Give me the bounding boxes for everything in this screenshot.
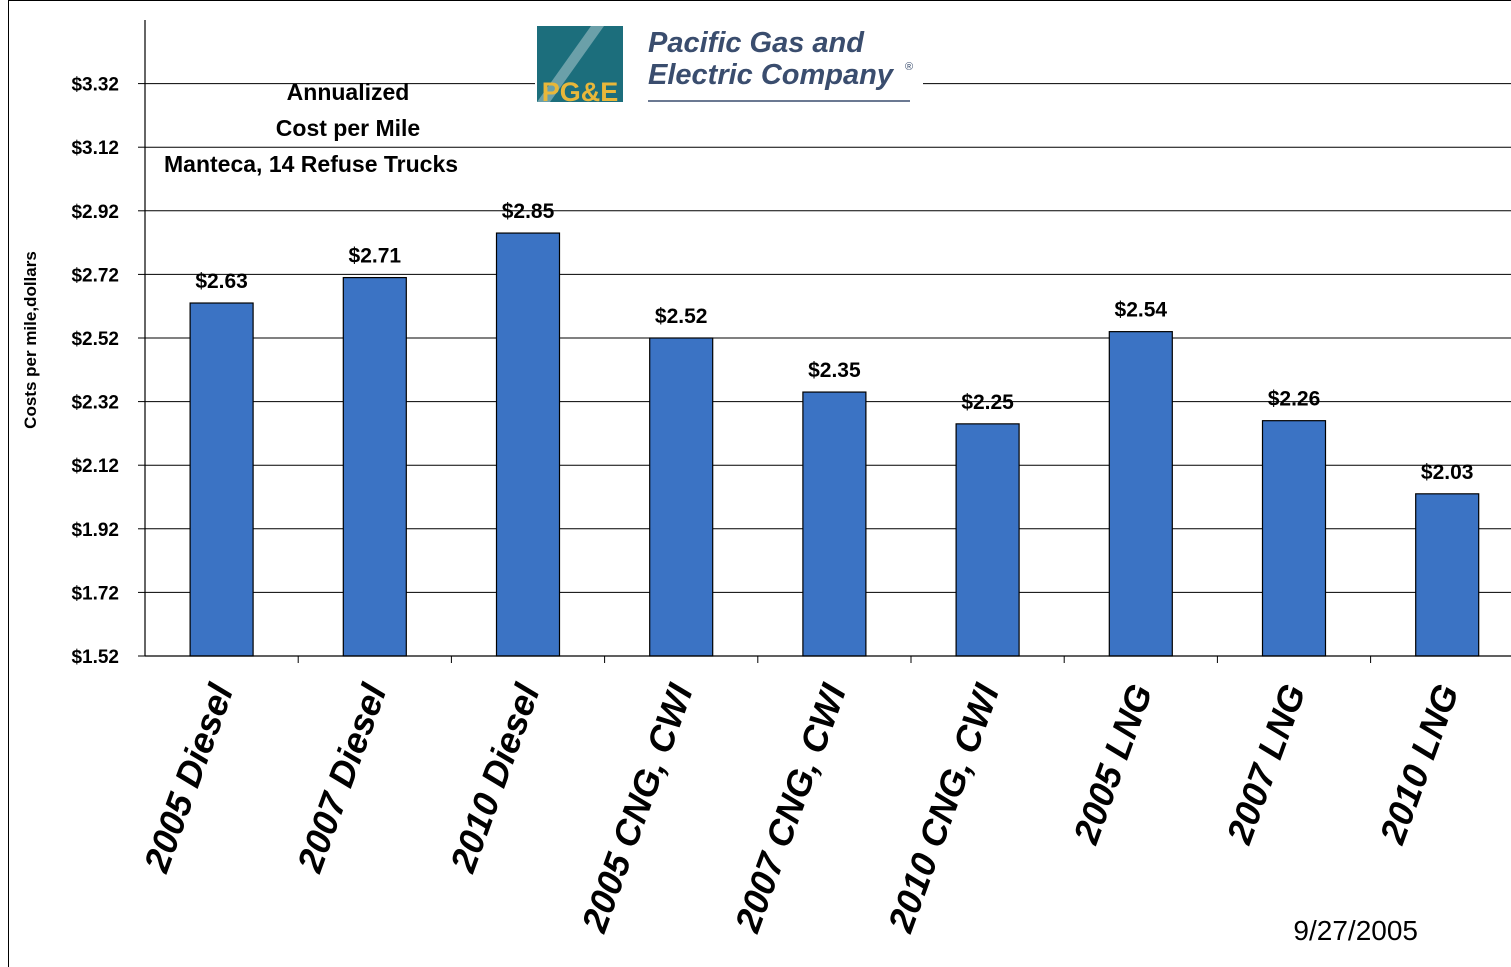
chart-frame	[8, 0, 1511, 967]
x-category-label: 2005 CNG, CWI	[573, 678, 701, 938]
y-axis-label: Costs per mile,dollars	[21, 251, 40, 429]
x-category-label: 2005 LNG	[1065, 679, 1161, 850]
y-tick-label: $2.72	[71, 265, 119, 286]
x-category-label: 2007 Diesel	[288, 678, 394, 878]
y-tick-label: $2.92	[71, 202, 119, 223]
data-label: $2.26	[1268, 388, 1321, 411]
chart-title: Annualized Cost per Mile Manteca, 14 Ref…	[164, 79, 458, 177]
bar	[1108, 331, 1173, 657]
data-label: $2.52	[655, 305, 708, 328]
logo-mark-text: PG&E	[542, 77, 619, 107]
bar	[955, 423, 1020, 657]
bar	[649, 337, 714, 657]
bar	[802, 391, 867, 657]
bar	[495, 232, 561, 657]
data-label: $2.35	[808, 359, 861, 382]
x-category-label: 2005 Diesel	[135, 678, 241, 878]
bar	[189, 302, 254, 657]
logo-mark	[537, 26, 623, 102]
data-label: $2.63	[195, 270, 248, 293]
bar	[1415, 493, 1480, 657]
y-tick-label: $3.12	[71, 138, 119, 159]
bar	[1261, 420, 1327, 657]
x-category-label: 2007 LNG	[1218, 679, 1314, 850]
bar	[342, 276, 407, 657]
y-tick-label: $3.32	[71, 75, 119, 96]
logo-mark-stripe	[537, 26, 604, 102]
data-label: $2.85	[502, 200, 555, 223]
title-line-2: Cost per Mile	[276, 115, 420, 141]
data-label: $2.03	[1421, 461, 1474, 484]
axes	[138, 20, 1511, 663]
logo-registered-mark: ®	[905, 61, 913, 73]
y-tick-label: $2.32	[71, 393, 119, 414]
x-category-label: 2010 LNG	[1371, 679, 1467, 850]
title-line-3: Manteca, 14 Refuse Trucks	[164, 151, 458, 177]
data-label: $2.71	[349, 245, 402, 268]
y-tick-label: $2.52	[71, 329, 119, 350]
logo-name-line-1: Pacific Gas and	[648, 27, 865, 59]
x-category-label: 2010 CNG, CWI	[879, 678, 1007, 938]
pge-logo: PG&E Pacific Gas and Electric Company ®	[535, 24, 923, 107]
y-tick-label: $1.52	[71, 647, 119, 668]
y-tick-label: $1.72	[71, 583, 119, 604]
title-line-1: Annualized	[287, 79, 410, 105]
x-category-label: 2010 Diesel	[442, 678, 548, 878]
data-label: $2.25	[961, 391, 1014, 414]
date-stamp: 9/27/2005	[1293, 915, 1418, 946]
bars	[189, 232, 1480, 657]
x-category-label: 2007 CNG, CWI	[726, 678, 854, 938]
y-tick-label: $1.92	[71, 520, 119, 541]
y-tick-label: $2.12	[71, 456, 119, 477]
logo-name-line-2: Electric Company	[648, 59, 895, 91]
data-label: $2.54	[1115, 299, 1168, 322]
